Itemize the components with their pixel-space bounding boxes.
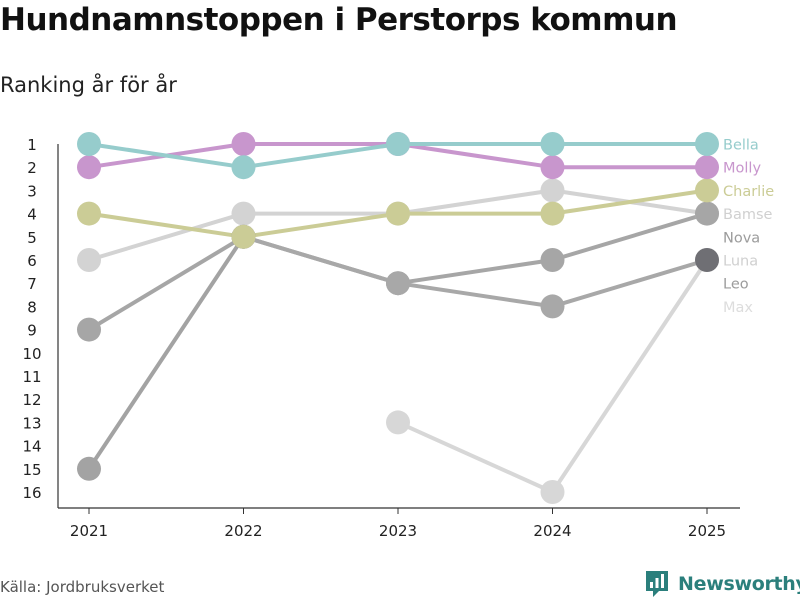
x-tick-label: 2022: [224, 522, 262, 540]
series-markers: [77, 132, 719, 504]
marker-bella-2024: [540, 132, 565, 156]
y-tick-label: 8: [27, 298, 37, 316]
marker-max-2023: [386, 410, 410, 435]
marker-bamse-2025: [695, 248, 719, 272]
y-tick-label: 7: [27, 275, 37, 293]
y-tick-label: 12: [22, 391, 41, 409]
marker-bella-2021: [77, 132, 101, 156]
y-tick-label: 4: [27, 206, 37, 224]
x-tick-label: 2025: [688, 522, 726, 540]
legend-item-bamse: Bamse: [723, 207, 773, 223]
marker-charlie-2025: [695, 178, 719, 203]
legend-item-luna: Luna: [723, 254, 758, 270]
marker-molly-2024: [540, 155, 565, 180]
y-tick-label: 11: [22, 368, 41, 386]
brand-name: Newsworthy: [678, 573, 800, 595]
marker-charlie-2024: [540, 201, 565, 226]
y-tick-label: 1: [27, 136, 37, 154]
y-tick-label: 14: [22, 438, 41, 456]
marker-bamse-2024: [540, 294, 565, 319]
legend: Bella Molly Charlie Bamse Nova Luna Leo Max: [723, 138, 774, 316]
chart-subtitle: Ranking år för år: [0, 73, 177, 97]
marker-luna-2021: [77, 248, 101, 272]
marker-max-2024: [540, 480, 565, 504]
brand-logo[interactable]: Newsworthy: [644, 569, 800, 599]
y-tick-label: 3: [27, 182, 37, 200]
marker-bamse-2023: [386, 271, 410, 296]
y-tick-label: 13: [22, 414, 41, 432]
marker-molly-2022: [231, 132, 256, 156]
legend-item-charlie: Charlie: [723, 184, 774, 200]
y-tick-label: 6: [27, 252, 37, 270]
series-line-bamse: [241, 234, 709, 309]
marker-luna-2024: [540, 178, 565, 203]
newsworthy-logo-icon: [646, 571, 668, 597]
legend-item-leo: Leo: [723, 277, 749, 293]
marker-leo-2021: [77, 456, 101, 481]
marker-bella-2025: [695, 132, 719, 156]
legend-item-max: Max: [723, 300, 753, 316]
marker-bella-2023: [386, 132, 410, 156]
y-tick-label: 5: [27, 229, 37, 247]
marker-charlie-2022: [231, 224, 256, 249]
y-tick-label: 15: [22, 461, 41, 479]
legend-item-bella: Bella: [723, 138, 759, 154]
y-tick-label: 2: [27, 159, 37, 177]
marker-nova-2024: [540, 248, 565, 272]
marker-molly-2021: [77, 155, 101, 180]
y-tick-label: 16: [22, 484, 41, 502]
marker-charlie-2021: [77, 201, 101, 226]
y-tick-label: 10: [22, 345, 41, 363]
marker-luna-2022: [231, 201, 256, 226]
series-lines: [87, 142, 709, 494]
marker-charlie-2023: [386, 201, 410, 226]
marker-bella-2022: [231, 155, 256, 180]
marker-nova-2021: [77, 317, 101, 342]
x-tick-label: 2023: [379, 522, 417, 540]
x-tick-label: 2021: [70, 522, 108, 540]
legend-item-molly: Molly: [723, 161, 761, 177]
y-tick-label: 9: [27, 322, 37, 340]
marker-molly-2025: [695, 155, 719, 180]
series-line-leo: [87, 234, 246, 471]
chart-title: Hundnamnstoppen i Perstorps kommun: [0, 2, 678, 38]
marker-nova-2025: [695, 201, 719, 226]
source-note: Källa: Jordbruksverket: [0, 578, 165, 596]
legend-item-nova: Nova: [723, 230, 760, 246]
x-tick-label: 2024: [533, 522, 571, 540]
